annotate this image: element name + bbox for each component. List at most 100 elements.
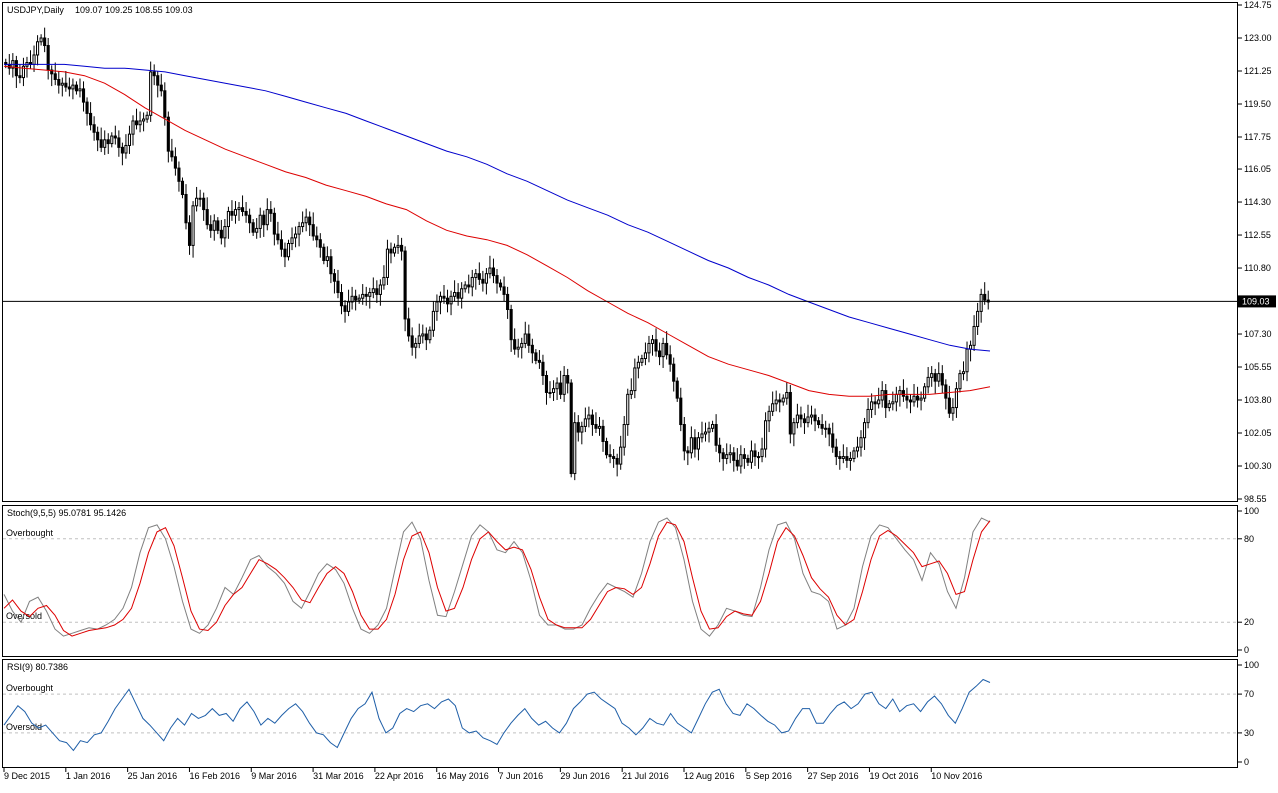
candle-body: [555, 382, 559, 390]
candle-body: [163, 90, 167, 118]
candle-body: [195, 197, 199, 207]
price-tick-label: 105.55: [1244, 362, 1272, 372]
candle-body: [859, 437, 863, 448]
candle-body: [721, 452, 725, 459]
x-tick-label: 5 Sep 2016: [746, 771, 792, 781]
candle-body: [417, 335, 421, 344]
candle-body: [912, 395, 916, 403]
price-tick-label: 123.00: [1244, 33, 1272, 43]
candle-body: [573, 422, 577, 475]
candle-body: [827, 427, 831, 435]
price-title: USDJPY,Daily: [7, 5, 64, 15]
candle-body: [269, 209, 273, 214]
x-tick-label: 21 Jul 2016: [622, 771, 669, 781]
candle-body: [703, 431, 708, 435]
candle-body: [297, 226, 301, 235]
candle-body: [311, 224, 315, 237]
candle-body: [410, 335, 414, 348]
candle-body: [85, 101, 89, 114]
candle-body: [806, 416, 810, 424]
candle-body: [407, 318, 411, 337]
candle-body: [491, 267, 496, 277]
candle-body: [958, 373, 962, 390]
x-tick-label: 1 Jan 2016: [66, 771, 111, 781]
stoch-title: Stoch(9,5,5) 95.0781 95.1426: [7, 508, 126, 518]
candle-body: [385, 248, 390, 278]
candle-body: [841, 456, 845, 459]
candle-body: [322, 246, 326, 261]
candle-body: [103, 139, 107, 148]
candle-body: [142, 118, 146, 122]
x-tick-label: 27 Sep 2016: [808, 771, 859, 781]
candle-body: [304, 216, 308, 224]
stoch-tick-label: 100: [1244, 506, 1259, 516]
candle-body: [354, 295, 358, 301]
price-tick-label: 116.05: [1244, 164, 1271, 174]
candle-body: [781, 397, 785, 403]
candle-body: [64, 82, 68, 88]
candle-body: [502, 286, 506, 295]
candle-body: [728, 452, 732, 456]
candle-body: [187, 222, 192, 246]
candle-body: [495, 275, 499, 284]
candle-body: [742, 454, 746, 459]
candle-body: [498, 282, 503, 288]
candle-body: [325, 256, 329, 261]
candle-body: [60, 82, 64, 86]
candle-body: [293, 233, 298, 239]
candle-body: [852, 450, 856, 459]
candle-body: [873, 401, 877, 405]
rsi-panel: Overbought Oversold 100 70 30 0: [3, 660, 1259, 767]
rsi-title: RSI(9) 80.7386: [7, 662, 68, 672]
candle-body: [523, 333, 527, 344]
candle-body: [576, 422, 580, 433]
candle-body: [629, 390, 633, 395]
price-panel: 124.75 123.00 121.25 119.50 117.75 116.05 114.…: [3, 0, 1276, 504]
candle-body: [739, 454, 743, 467]
candle-body: [626, 393, 630, 426]
candle-body: [792, 422, 796, 435]
candle-body: [286, 243, 291, 258]
price-tick-label: 121.25: [1244, 66, 1272, 76]
candle-body: [421, 333, 425, 337]
price-tick-label: 100.30: [1244, 461, 1272, 471]
rsi-level-label: Oversold: [6, 722, 42, 732]
candle-body: [700, 433, 704, 439]
candle-body: [870, 401, 874, 410]
candle-body: [467, 284, 471, 288]
price-tick-label: 112.55: [1244, 230, 1271, 240]
stoch-series-line: [3, 520, 991, 637]
candle-body: [802, 418, 807, 424]
candle-body: [855, 446, 860, 452]
candle-body: [848, 457, 852, 461]
candle-body: [205, 209, 209, 226]
candle-body: [937, 373, 941, 382]
rsi-level-label: Overbought: [6, 683, 54, 693]
x-tick-label: 9 Mar 2016: [251, 771, 297, 781]
candle-body: [120, 146, 124, 154]
x-tick-label: 9 Dec 2015: [4, 771, 50, 781]
candle-body: [718, 444, 722, 454]
candle-body: [969, 344, 973, 350]
candle-body: [679, 397, 683, 426]
candle-body: [612, 456, 616, 459]
candle-body: [551, 388, 556, 393]
x-tick-label: 22 Apr 2016: [375, 771, 424, 781]
candle-body: [559, 382, 563, 395]
candle-body: [18, 75, 22, 79]
stoch-panel: Overbought Oversold 100 80 20 0: [3, 506, 1259, 655]
candle-body: [290, 237, 294, 245]
candle-body: [106, 139, 110, 145]
candle-body: [332, 273, 336, 282]
candle-body: [640, 358, 644, 363]
candle-body: [230, 210, 234, 216]
candle-body: [21, 65, 25, 79]
price-panel-frame: [2, 2, 1238, 502]
candle-body: [788, 391, 792, 435]
candle-body: [389, 248, 393, 254]
candle-body: [149, 71, 153, 116]
candle-body: [834, 446, 838, 458]
candle-body: [375, 288, 379, 295]
candle-body: [541, 361, 545, 376]
candle-body: [675, 380, 679, 399]
